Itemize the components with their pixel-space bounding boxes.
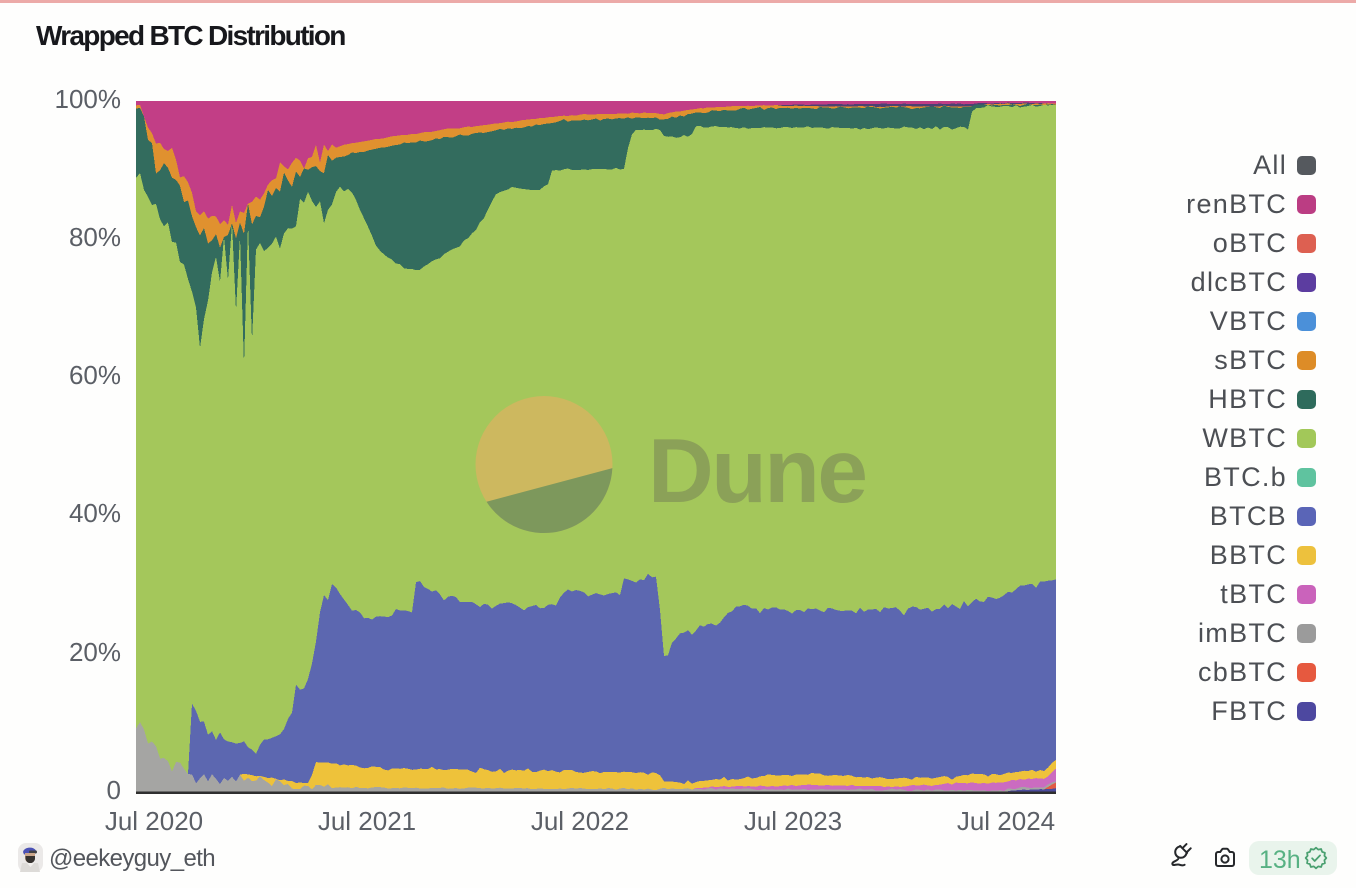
svg-text:Dune: Dune [648, 421, 866, 522]
